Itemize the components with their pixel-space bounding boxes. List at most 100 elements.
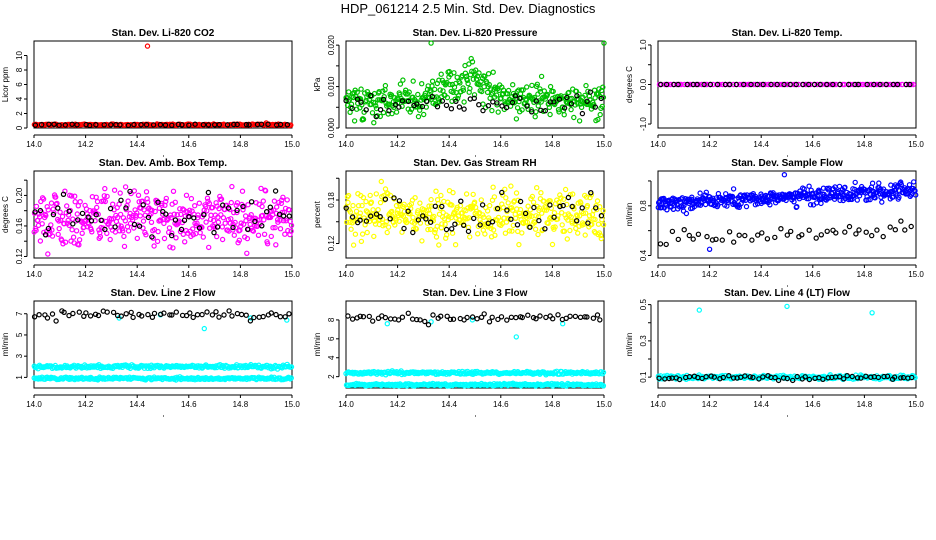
data-point <box>569 203 575 210</box>
data-point <box>415 113 422 120</box>
data-point <box>887 224 893 230</box>
data-point <box>36 312 42 318</box>
data-point <box>863 373 869 379</box>
data-point <box>42 312 48 318</box>
x-tick-label: 14.6 <box>805 140 821 149</box>
data-point <box>222 220 228 226</box>
panel-3: Stan. Dev. Li-820 Temp. 14.0 14.2 14.4 14.6 1… <box>625 28 924 157</box>
data-point <box>765 81 772 88</box>
data-point <box>485 70 492 77</box>
y-tick-label: 0.020 <box>327 35 336 56</box>
data-point <box>436 77 442 83</box>
data-point <box>453 98 459 105</box>
data-point <box>574 218 580 224</box>
data-point <box>536 205 543 211</box>
data-point <box>585 220 591 226</box>
data-point <box>383 219 389 225</box>
data-point <box>600 222 607 228</box>
data-point <box>98 217 104 223</box>
data-point <box>689 194 695 200</box>
data-point <box>358 238 365 245</box>
data-point <box>597 317 603 323</box>
data-point <box>48 222 54 228</box>
plot-box <box>33 40 293 129</box>
data-point <box>577 314 584 320</box>
data-point <box>396 104 402 110</box>
data-point <box>438 192 444 199</box>
outlier-point <box>384 321 390 327</box>
y-tick-label: 6 <box>327 336 336 341</box>
data-point <box>788 228 794 235</box>
data-point <box>560 202 566 209</box>
data-point <box>259 203 265 210</box>
data-point <box>355 202 362 209</box>
data-point <box>377 106 384 113</box>
x-tick-label: 15.0 <box>596 140 612 149</box>
data-point <box>492 232 498 238</box>
data-point <box>489 219 496 225</box>
data-point <box>664 207 670 213</box>
data-point <box>213 233 220 240</box>
data-point <box>399 103 405 110</box>
data-point <box>131 121 137 128</box>
data-point <box>775 377 782 384</box>
data-point <box>387 216 393 222</box>
data-point <box>44 315 51 321</box>
data-point <box>117 211 124 218</box>
data-point <box>273 242 279 248</box>
data-point <box>704 233 710 240</box>
data-point <box>779 81 785 88</box>
data-point <box>196 225 203 231</box>
data-point <box>567 313 573 319</box>
data-point <box>484 208 491 214</box>
data-point <box>471 92 478 98</box>
data-point <box>509 228 515 234</box>
data-point <box>369 110 376 116</box>
data-point <box>196 200 202 206</box>
data-point <box>489 107 495 114</box>
data-point <box>360 314 367 320</box>
data-point <box>748 81 754 88</box>
data-point <box>508 314 515 320</box>
data-point <box>846 223 853 230</box>
data-point <box>880 233 886 240</box>
data-point <box>557 192 563 198</box>
x-tick-label: 14.2 <box>390 400 406 409</box>
data-point <box>45 251 51 257</box>
data-point <box>94 198 101 205</box>
data-point <box>519 230 525 236</box>
data-point <box>476 101 482 108</box>
data-point <box>439 98 446 104</box>
data-point <box>136 223 143 229</box>
data-point <box>487 202 493 209</box>
data-point <box>464 77 470 84</box>
data-point <box>575 101 581 107</box>
data-point <box>204 195 211 201</box>
data-point <box>61 220 67 227</box>
data-point <box>367 192 373 199</box>
data-point <box>419 238 425 244</box>
series-primary <box>655 303 918 383</box>
data-point <box>59 213 66 220</box>
data-point <box>77 198 83 205</box>
data-point <box>794 373 800 380</box>
data-point <box>471 215 477 222</box>
data-point <box>558 195 564 201</box>
data-point <box>392 222 398 228</box>
data-point <box>458 198 464 204</box>
x-tick-label: 14.2 <box>390 140 406 149</box>
data-point <box>582 210 589 216</box>
data-point <box>183 312 190 319</box>
data-point <box>432 86 438 93</box>
data-point <box>509 99 516 106</box>
outlier-point <box>706 246 713 252</box>
panels: Stan. Dev. Li-820 CO2 14.0 14.2 14.4 14.6 14.… <box>1 28 924 417</box>
x-tick-label: 15.0 <box>284 400 300 409</box>
data-point <box>495 109 501 115</box>
data-point <box>261 231 268 237</box>
series-primary-low <box>31 312 294 383</box>
data-point <box>344 219 350 225</box>
data-point <box>896 194 902 200</box>
panel-8: Stan. Dev. Line 3 Flow 14.0 14.2 14.4 14.6 14… <box>313 288 612 417</box>
